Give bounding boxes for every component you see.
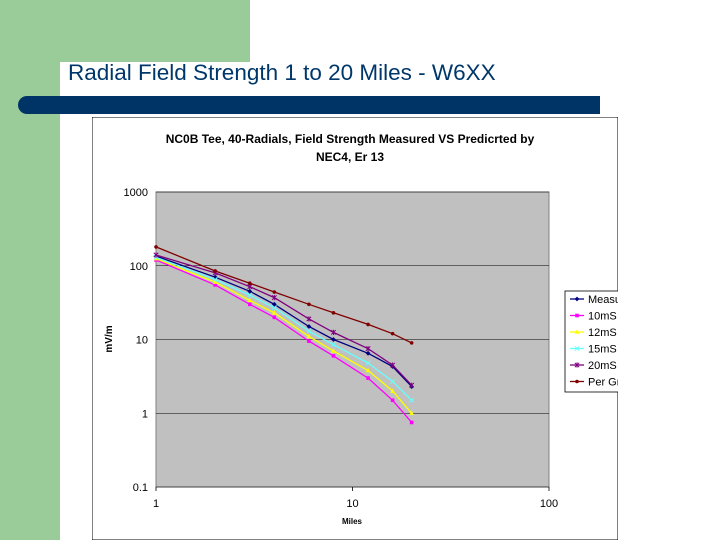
data-point-10ms [409, 420, 414, 425]
y-tick-label: 10 [136, 335, 148, 347]
data-point-12ms [247, 297, 253, 303]
chart-title-line-1: NC0B Tee, 40-Radials, Field Strength Mea… [166, 132, 535, 146]
legend-label-12ms: 12mS [588, 327, 617, 339]
data-point-10ms [366, 376, 370, 380]
legend-marker-measured [574, 296, 580, 302]
data-point-10ms [307, 339, 311, 343]
data-point-measured [271, 301, 277, 307]
data-point-per-gnd [390, 331, 395, 336]
decor-green-block [0, 0, 250, 62]
title-underline-bar [18, 96, 600, 114]
data-point-20ms [153, 252, 159, 258]
data-point-12ms [409, 410, 415, 416]
data-point-15ms [271, 305, 277, 311]
data-point-measured [331, 337, 336, 342]
data-point-per-gnd [272, 290, 277, 294]
legend-marker-15ms [574, 345, 580, 352]
data-point-12ms [365, 367, 371, 373]
x-tick-label: 100 [540, 498, 558, 510]
legend-box [564, 290, 618, 393]
data-point-10ms [247, 302, 252, 307]
data-point-per-gnd [154, 245, 158, 249]
data-point-10ms [272, 315, 277, 320]
data-point-20ms [306, 316, 312, 322]
series-12ms [153, 256, 415, 416]
y-tick-label: 1 [142, 408, 148, 420]
data-point-20ms [409, 382, 415, 388]
data-point-12ms [331, 348, 336, 353]
data-point-15ms [365, 360, 371, 366]
data-point-15ms [409, 397, 415, 403]
legend-label-15ms: 15mS [588, 344, 617, 356]
data-point-per-gnd [307, 302, 311, 307]
data-point-12ms [212, 279, 218, 284]
data-point-10ms [213, 283, 217, 287]
y-tick-label: 1000 [124, 187, 148, 199]
x-axis-label: Miles [342, 517, 363, 526]
legend-label-per-gnd: Per Gnd [588, 377, 618, 389]
data-point-15ms [330, 342, 337, 348]
y-axis-label: mV/m [104, 325, 115, 352]
legend-marker-12ms [574, 329, 580, 334]
data-point-20ms [330, 329, 337, 335]
legend-marker-10ms [575, 313, 579, 318]
data-point-15ms [247, 292, 253, 298]
legend-label-10ms: 10mS [588, 311, 617, 323]
data-point-10ms [390, 398, 395, 403]
data-point-per-gnd [409, 341, 414, 345]
grid-layer [156, 191, 549, 488]
series-layer [153, 245, 415, 425]
data-point-10ms [331, 354, 336, 358]
chart-container: NC0B Tee, 40-Radials, Field Strength Mea… [92, 117, 618, 540]
data-point-per-gnd [247, 281, 252, 285]
data-point-12ms [153, 256, 159, 261]
data-point-12ms [271, 310, 277, 315]
data-point-15ms [390, 378, 396, 384]
data-point-measured [365, 350, 371, 356]
data-point-15ms [212, 276, 218, 283]
legend: Measured 10mS 12mS 15mS 20mS Per Gnd [570, 294, 618, 389]
data-point-per-gnd [366, 322, 370, 327]
data-point-20ms [365, 346, 371, 352]
data-point-15ms [306, 328, 312, 334]
series-15ms [153, 254, 415, 403]
data-point-12ms [390, 388, 396, 393]
data-point-per-gnd [331, 311, 336, 315]
data-point-measured [247, 288, 253, 294]
data-point-20ms [271, 294, 277, 301]
data-point-20ms [390, 362, 396, 368]
axis-layer: 0.1 1 10 100 1000 1 10 100 [124, 187, 559, 510]
data-point-measured [306, 324, 312, 329]
decor-green-strip [0, 62, 60, 540]
y-tick-label: 0.1 [133, 482, 148, 494]
y-tick-label: 100 [130, 261, 148, 273]
legend-label-measured: Measured [588, 294, 618, 306]
x-tick-label: 1 [153, 498, 159, 510]
data-point-12ms [306, 333, 312, 339]
series-20ms [153, 252, 415, 388]
legend-label-20ms: 20mS [588, 360, 617, 372]
legend-marker-per-gnd [575, 379, 579, 384]
slide-title: Radial Field Strength 1 to 20 Miles - W6… [68, 60, 496, 85]
legend-marker-20ms [574, 362, 580, 368]
x-tick-label: 10 [346, 498, 358, 510]
series-per-gnd [154, 245, 414, 345]
chart: NC0B Tee, 40-Radials, Field Strength Mea… [92, 117, 618, 540]
chart-title-line-2: NEC4, Er 13 [316, 150, 384, 164]
data-point-measured [212, 274, 218, 280]
data-point-per-gnd [213, 269, 217, 273]
